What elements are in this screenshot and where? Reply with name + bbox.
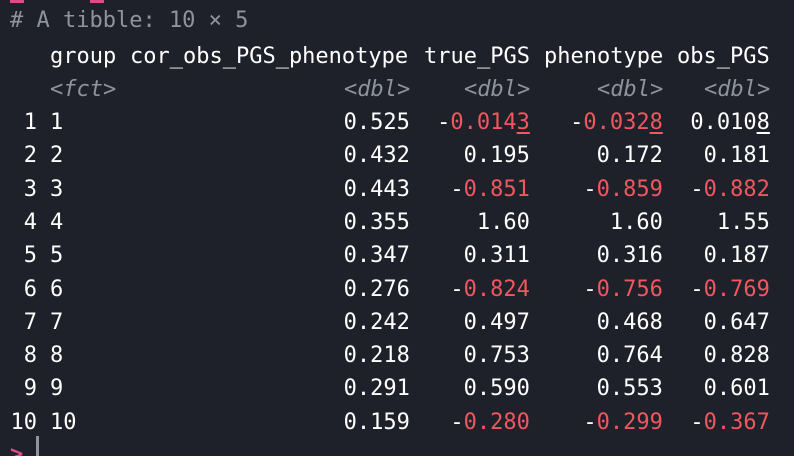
cell-obs-pgs: 0.0108	[690, 110, 770, 135]
cell-phenotype: 1.60	[609, 209, 663, 235]
cell-group: 5	[50, 243, 64, 269]
column-header-group: group	[50, 44, 117, 69]
table-row: 5 5 0.347 0.311 0.316 0.187	[0, 239, 794, 272]
table-row: 4 4 0.355 1.60 1.60 1.55	[0, 206, 794, 239]
column-header-phenotype: phenotype	[544, 44, 664, 69]
table-row: 10 10 0.159 -0.280 -0.299 -0.367	[0, 406, 794, 439]
cell-cor-obs-pgs-phenotype: 0.443	[343, 176, 410, 202]
cell-true-pgs: 0.590	[463, 376, 530, 402]
cell-true-pgs: 0.753	[463, 343, 530, 369]
cell-cor-obs-pgs-phenotype: 0.355	[343, 209, 410, 235]
cell-group: 2	[50, 143, 64, 169]
cell-true-pgs: -0.0143	[437, 110, 530, 135]
row-number: 10	[10, 409, 37, 435]
column-type-true-pgs: <dbl>	[464, 77, 531, 102]
cell-true-pgs: -0.851	[450, 176, 530, 202]
table-row: 6 6 0.276 -0.824 -0.756 -0.769	[0, 273, 794, 306]
row-number: 8	[23, 343, 37, 369]
row-number: 5	[23, 243, 37, 269]
row-number: 6	[23, 276, 37, 302]
cell-cor-obs-pgs-phenotype: 0.525	[343, 110, 410, 135]
cell-true-pgs: 0.497	[463, 309, 530, 335]
cell-cor-obs-pgs-phenotype: 0.218	[343, 343, 410, 369]
row-number: 9	[23, 376, 37, 402]
cell-phenotype: 0.172	[596, 143, 663, 169]
table-row: 8 8 0.218 0.753 0.764 0.828	[0, 339, 794, 372]
cell-group: 7	[50, 309, 64, 335]
column-type-row: <fct> <dbl> <dbl> <dbl> <dbl>	[0, 73, 794, 106]
table-row: 3 3 0.443 -0.851 -0.859 -0.882	[0, 173, 794, 206]
column-type-phenotype: <dbl>	[597, 77, 664, 102]
cell-cor-obs-pgs-phenotype: 0.347	[343, 243, 410, 269]
cell-cor-obs-pgs-phenotype: 0.242	[343, 309, 410, 335]
cell-group: 10	[50, 409, 77, 435]
cell-group: 4	[50, 209, 64, 235]
cell-obs-pgs: 0.187	[703, 243, 770, 269]
table-row: 9 9 0.291 0.590 0.553 0.601	[0, 372, 794, 405]
row-number: 1	[23, 110, 37, 135]
cell-phenotype: 0.468	[596, 309, 663, 335]
cell-phenotype: -0.859	[583, 176, 663, 202]
row-number: 3	[23, 176, 37, 202]
cell-phenotype: -0.756	[583, 276, 663, 302]
tibble-header: # A tibble: 10 × 5	[10, 8, 249, 33]
cell-obs-pgs: 0.647	[703, 309, 770, 335]
table-row: 2 2 0.432 0.195 0.172 0.181	[0, 139, 794, 172]
cell-phenotype: -0.299	[583, 409, 663, 435]
table-row: 1 1 0.525 -0.0143 -0.0328 0.0108	[0, 106, 794, 139]
cell-obs-pgs: 1.55	[716, 209, 770, 235]
cell-phenotype: -0.0328	[570, 110, 663, 135]
cell-phenotype: 0.553	[596, 376, 663, 402]
cell-obs-pgs: -0.367	[690, 409, 770, 435]
column-header-obs-pgs: obs_PGS	[677, 44, 770, 69]
cell-phenotype: 0.316	[596, 243, 663, 269]
cell-cor-obs-pgs-phenotype: 0.276	[343, 276, 410, 302]
column-type-cor-obs-pgs-phenotype: <dbl>	[344, 77, 411, 102]
cell-obs-pgs: -0.882	[690, 176, 770, 202]
cell-true-pgs: 0.195	[463, 143, 530, 169]
row-number: 4	[23, 209, 37, 235]
cell-true-pgs: -0.824	[450, 276, 530, 302]
top-accent-mark	[10, 0, 24, 3]
cell-group: 9	[50, 376, 64, 402]
cell-phenotype: 0.764	[596, 343, 663, 369]
column-header-true-pgs: true_PGS	[424, 44, 530, 69]
column-type-obs-pgs: <dbl>	[704, 77, 771, 102]
cell-obs-pgs: -0.769	[690, 276, 770, 302]
cell-true-pgs: 1.60	[476, 209, 530, 235]
top-accent-mark	[90, 0, 104, 3]
cell-obs-pgs: 0.181	[703, 143, 770, 169]
text-cursor	[36, 436, 39, 456]
cell-group: 1	[50, 110, 64, 135]
cell-obs-pgs: 0.601	[703, 376, 770, 402]
cell-group: 8	[50, 343, 64, 369]
row-number: 7	[23, 309, 37, 335]
cell-group: 6	[50, 276, 64, 302]
console-prompt: >	[10, 442, 24, 456]
cell-true-pgs: -0.280	[450, 409, 530, 435]
column-header-cor-obs-pgs-phenotype: cor_obs_PGS_phenotype	[130, 44, 409, 69]
column-type-group: <fct>	[50, 77, 117, 102]
cell-cor-obs-pgs-phenotype: 0.291	[343, 376, 410, 402]
cell-obs-pgs: 0.828	[703, 343, 770, 369]
cell-cor-obs-pgs-phenotype: 0.159	[343, 409, 410, 435]
cell-group: 3	[50, 176, 64, 202]
row-number: 2	[23, 143, 37, 169]
cell-true-pgs: 0.311	[463, 243, 530, 269]
column-header-row: group cor_obs_PGS_phenotype true_PGS phe…	[0, 40, 794, 73]
cell-cor-obs-pgs-phenotype: 0.432	[343, 143, 410, 169]
table-row: 7 7 0.242 0.497 0.468 0.647	[0, 306, 794, 339]
